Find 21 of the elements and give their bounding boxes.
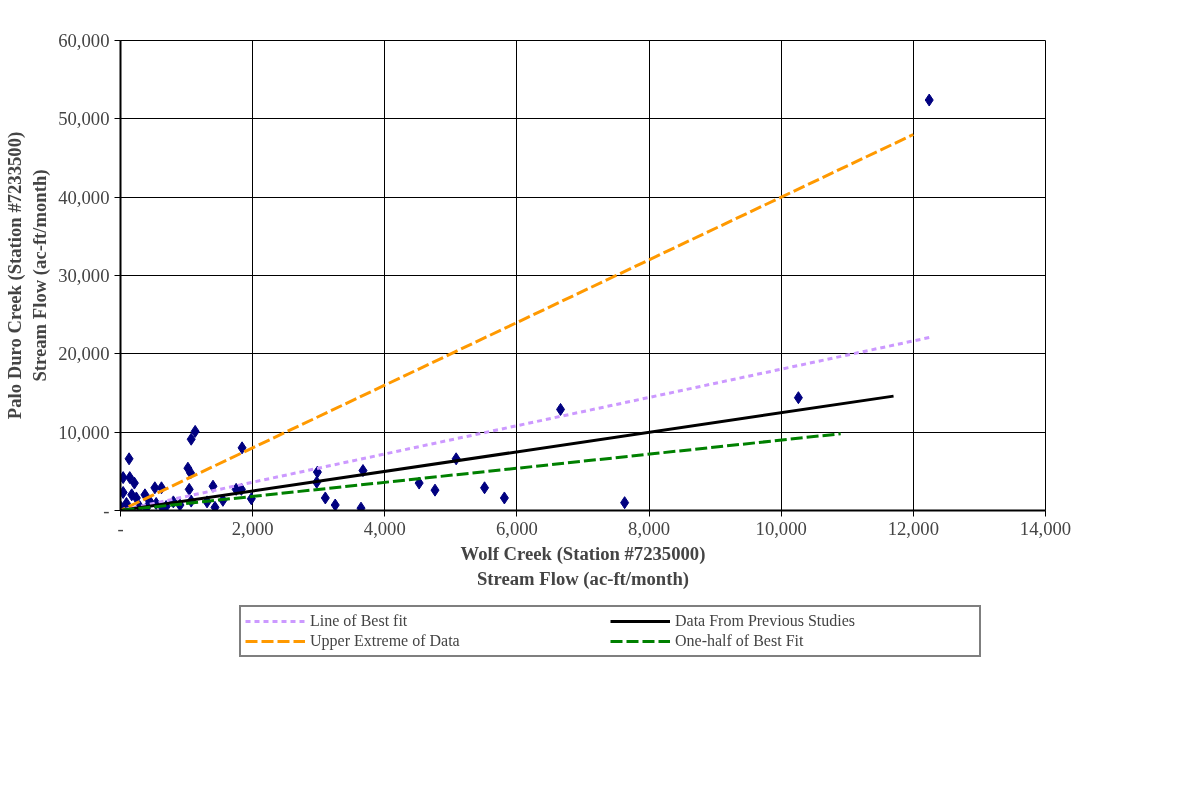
x-tick-label: 6,000 — [495, 517, 538, 539]
legend-label: One-half of Best Fit — [675, 632, 805, 650]
y-axis-title: Palo Duro Creek (Station #7233500) Stream Flow (ac-ft/month) — [4, 131, 52, 420]
x-tick-label: 10,000 — [755, 517, 807, 539]
x-tick-label: - — [117, 517, 124, 539]
x-tick-label: 12,000 — [887, 517, 940, 539]
legend-label: Upper Extreme of Data — [310, 632, 461, 650]
y-tick-label: 50,000 — [58, 108, 110, 130]
x-tick-label: 8,000 — [628, 517, 671, 539]
y-tick-label: 60,000 — [58, 30, 110, 51]
x-tick-label: 4,000 — [363, 517, 406, 539]
legend-label: Data From Previous Studies — [675, 612, 856, 630]
y-tick-label: 10,000 — [58, 421, 110, 443]
y-tick-label: - — [103, 500, 110, 521]
x-tick-label: 2,000 — [231, 517, 274, 539]
y-tick-label: 40,000 — [58, 186, 110, 208]
x-tick-label: 14,000 — [1019, 517, 1072, 539]
legend-label: Line of Best fit — [310, 612, 409, 630]
y-tick-label: 20,000 — [58, 343, 110, 365]
y-tick-label: 30,000 — [58, 265, 110, 286]
x-axis-title: Wolf Creek (Station #7235000) Stream Flow (ac-ft/month) — [460, 542, 706, 590]
